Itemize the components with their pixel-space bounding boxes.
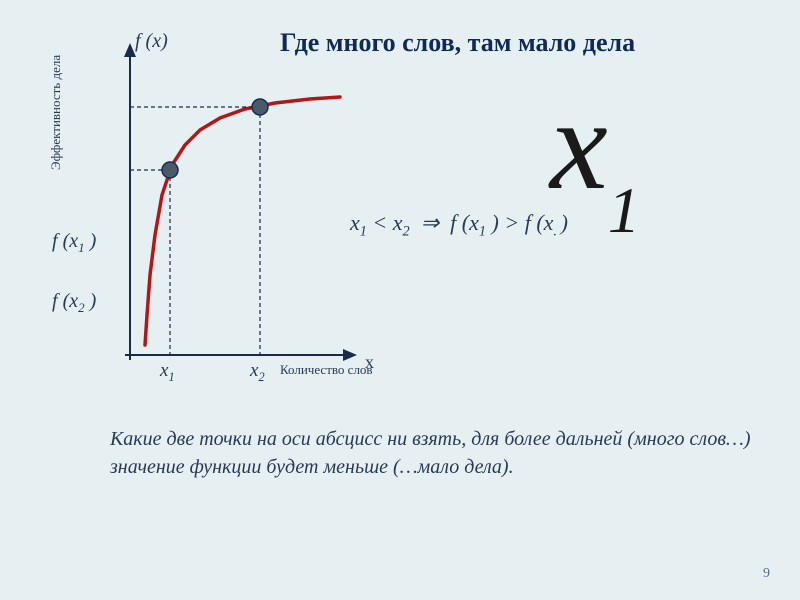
slide: Где много слов, там мало дела Эффективно… <box>0 0 800 600</box>
page-number: 9 <box>763 566 770 582</box>
caption-text: Какие две точки на оси абсцисс ни взять,… <box>110 425 760 481</box>
big-x-main: x <box>550 73 608 217</box>
big-x-symbol: x1 <box>550 80 640 210</box>
chart-area: Эффективность дела f (x) f (x1 ) f (x2 )… <box>40 30 380 430</box>
x1-tick: x1 <box>160 360 175 385</box>
big-x-sub: 1 <box>608 175 641 247</box>
inequality-text: x1 < x2 ⇒ f (x1 ) > f (x. ) <box>350 210 568 240</box>
x-letter: x <box>365 352 374 373</box>
x2-tick: x2 <box>250 360 265 385</box>
y-axis-title: Эффективность дела <box>48 55 64 170</box>
fx1-label: f (x1 ) <box>52 230 96 256</box>
x-axis-title: Количество слов <box>280 362 373 378</box>
fx2-label: f (x2 ) <box>52 290 96 316</box>
fx-top-label: f (x) <box>135 30 168 53</box>
